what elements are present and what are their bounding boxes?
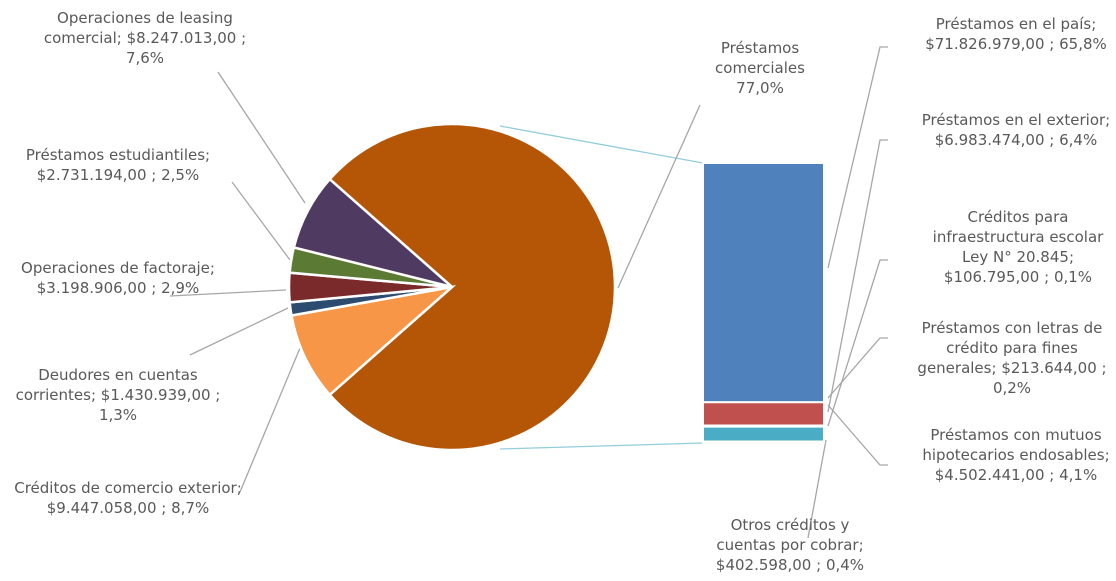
- leader-line: [827, 337, 888, 399]
- label-part: 4,1%: [1059, 466, 1098, 484]
- label-part: 8,7%: [171, 499, 210, 517]
- label-part: 6,4%: [1059, 131, 1098, 149]
- label-part: Préstamos con letras de crédito para fin…: [917, 319, 1103, 377]
- label-part: Préstamos en el país;: [935, 15, 1097, 33]
- label-part: $9.447.058,00 ;: [46, 499, 167, 517]
- pie-label: Operaciones de leasing comercial; $8.247…: [25, 8, 265, 68]
- bar-label: Otros créditos y cuentas por cobrar; $40…: [700, 515, 880, 575]
- label-part: 7,6%: [125, 49, 165, 67]
- connector: [499, 125, 704, 164]
- leader-line: [827, 259, 888, 427]
- label-part: $106.795,00 ;: [943, 268, 1050, 286]
- label-part: Operaciones de leasing comercial;: [43, 9, 233, 47]
- leader-line: [189, 307, 289, 356]
- label-part: 0,1%: [1053, 268, 1093, 286]
- label-part: 77,0%: [736, 79, 784, 97]
- leader-line: [231, 181, 291, 261]
- leader-line: [827, 139, 888, 413]
- label-part: $402.598,00 ;: [715, 556, 822, 574]
- bar-segment: [702, 401, 825, 427]
- label-part: 65,8%: [1059, 35, 1107, 53]
- label-part: 2,5%: [161, 166, 200, 184]
- label-part: Deudores en cuentas corrientes;: [15, 366, 198, 404]
- leader-line: [827, 46, 888, 269]
- bar-segment: [702, 425, 825, 443]
- leader-line: [217, 71, 306, 204]
- label-part: 0,2%: [992, 379, 1032, 397]
- label-part: Préstamos comerciales: [715, 39, 805, 77]
- bar-label: Créditos para infraestructura escolar Le…: [928, 207, 1108, 287]
- connector: [499, 442, 704, 450]
- label-part: $8.247.013,00 ;: [126, 29, 247, 47]
- label-part: $4.502.441,00 ;: [934, 466, 1055, 484]
- label-part: $213.644,00 ;: [1001, 359, 1107, 377]
- bar-segment: [702, 162, 825, 404]
- pie-label: Operaciones de factoraje; $3.198.906,00 …: [3, 258, 233, 298]
- label-part: $1.430.939,00 ;: [100, 386, 221, 404]
- pie-label: Préstamos comerciales 77,0%: [695, 38, 825, 98]
- label-part: Operaciones de factoraje;: [21, 259, 215, 277]
- label-part: $2.731.194,00 ;: [36, 166, 157, 184]
- label-part: 1,3%: [98, 406, 138, 424]
- bar-label: Préstamos en el país; $71.826.979,00 ; 6…: [921, 14, 1111, 54]
- bar-segment: [702, 440, 825, 444]
- label-part: Otros créditos y cuentas por cobrar;: [716, 516, 864, 554]
- leader-line: [169, 289, 287, 297]
- bar-label: Préstamos con letras de crédito para fin…: [912, 318, 1112, 398]
- pie-slice: [292, 177, 453, 289]
- label-part: 2,9%: [161, 279, 200, 297]
- label-part: Préstamos en el exterior;: [921, 111, 1111, 129]
- pie-label: Préstamos estudiantiles; $2.731.194,00 ;…: [3, 145, 233, 185]
- leader-line: [239, 347, 301, 493]
- leader-line: [617, 104, 701, 289]
- label-part: Préstamos estudiantiles;: [25, 146, 211, 164]
- leader-line: [807, 439, 827, 539]
- pie-label: Deudores en cuentas corrientes; $1.430.9…: [3, 365, 233, 425]
- pie-slice: [290, 284, 457, 397]
- bar-label: Préstamos en el exterior; $6.983.474,00 …: [921, 110, 1111, 150]
- label-part: $6.983.474,00 ;: [934, 131, 1055, 149]
- label-part: Préstamos con mutuos hipotecarios endosa…: [922, 426, 1110, 464]
- label-part: 0,4%: [825, 556, 865, 574]
- label-part: $3.198.906,00 ;: [36, 279, 157, 297]
- bar-label: Préstamos con mutuos hipotecarios endosa…: [911, 425, 1116, 485]
- label-part: $71.826.979,00 ;: [925, 35, 1055, 53]
- label-part: Créditos para infraestructura escolar Le…: [932, 208, 1104, 266]
- leader-line: [827, 404, 888, 466]
- label-part: Créditos de comercio exterior;: [14, 479, 242, 497]
- pie-label: Créditos de comercio exterior; $9.447.05…: [13, 478, 243, 518]
- pie-slice: [327, 122, 617, 452]
